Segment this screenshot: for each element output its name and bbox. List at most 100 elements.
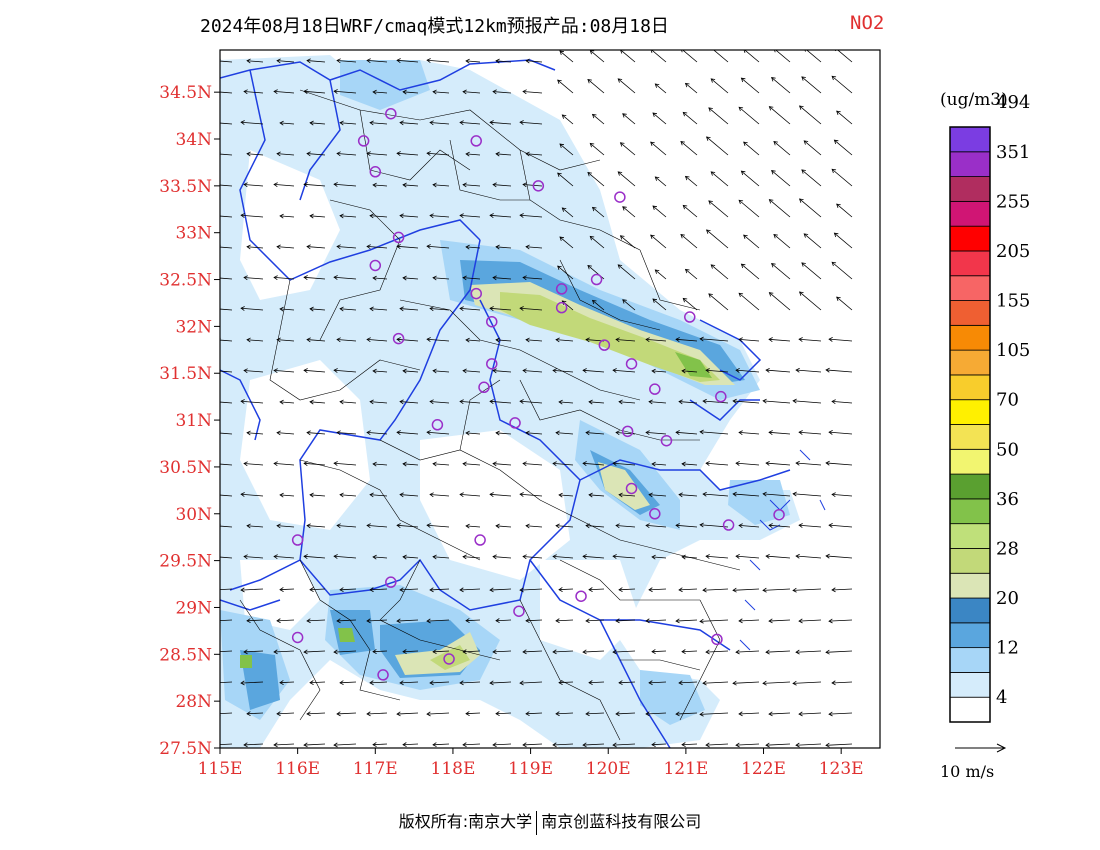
- wind-arrow-head: [309, 680, 314, 685]
- wind-arrow: [334, 462, 357, 466]
- wind-arrow-head: [738, 106, 744, 112]
- station-marker: [470, 135, 482, 147]
- wind-arrow-head: [336, 151, 341, 157]
- wind-arrow-head: [426, 151, 431, 156]
- wind-arrow: [337, 432, 357, 435]
- wind-arrow-head: [495, 337, 500, 343]
- wind-arrow: [241, 493, 264, 497]
- wind-arrow: [496, 525, 512, 528]
- wind-arrow-head: [492, 554, 497, 560]
- latitude-axis: 27.5N 28N 28.5N 29N 29.5N 30N 30.5N 31N 31.5N 32N…: [159, 83, 220, 759]
- wind-arrow-head: [519, 213, 524, 218]
- wind-arrow: [337, 339, 357, 342]
- wind-arrow: [526, 153, 543, 156]
- wind-arrow: [799, 431, 822, 435]
- wind-arrow: [334, 650, 357, 653]
- wind-arrow: [649, 494, 667, 497]
- station-marker: [392, 332, 405, 345]
- wind-arrow: [220, 432, 233, 435]
- wind-arrow-head: [525, 523, 530, 529]
- wind-arrow-head: [557, 172, 562, 178]
- wind-arrow: [433, 463, 450, 466]
- wind-arrow-head: [426, 58, 431, 63]
- wind-arrow: [556, 339, 574, 342]
- wind-arrow-head: [240, 306, 245, 311]
- wind-arrow-head: [459, 587, 464, 593]
- wind-arrow: [460, 122, 481, 125]
- wind-arrow: [403, 277, 419, 280]
- wind-arrow-head: [432, 742, 437, 748]
- wind-arrow-head: [402, 275, 407, 281]
- wind-arrow: [310, 401, 326, 404]
- wind-arrow-head: [702, 398, 707, 404]
- wind-arrow: [796, 555, 822, 559]
- wind-arrow: [685, 269, 698, 280]
- wind-arrow-head: [652, 298, 658, 303]
- wind-arrow-head: [402, 182, 407, 188]
- wind-arrow: [277, 153, 295, 156]
- wind-arrow: [279, 588, 295, 591]
- wind-arrow-head: [369, 680, 374, 686]
- wind-arrow: [616, 339, 636, 342]
- copyright-footer: 版权所有:南京大学 南京创蓝科技有限公司: [0, 808, 1100, 835]
- wind-arrow: [832, 494, 853, 497]
- wind-arrow: [700, 712, 729, 715]
- wind-arrow-head: [522, 461, 527, 467]
- wind-arrow-head: [306, 58, 311, 64]
- wind-arrow-head: [519, 306, 524, 311]
- wind-arrow-head: [771, 170, 776, 175]
- wind-arrow: [836, 203, 853, 218]
- wind-arrow-head: [743, 50, 748, 54]
- wind-arrow-head: [582, 649, 587, 655]
- wind-arrow: [613, 462, 636, 466]
- wind-arrow-head: [429, 680, 434, 686]
- wind-arrow-head: [738, 292, 744, 298]
- wind-arrow: [490, 681, 512, 684]
- wind-arrow: [703, 588, 729, 591]
- wind-arrow-head: [682, 297, 688, 303]
- wind-arrow: [466, 432, 481, 435]
- wind-arrow: [616, 619, 636, 622]
- wind-arrow-head: [738, 711, 743, 717]
- wind-arrow: [553, 556, 574, 559]
- wind-arrow: [736, 743, 760, 746]
- wind-arrow-head: [585, 337, 590, 343]
- wind-arrow-head: [273, 182, 278, 188]
- wind-arrow-head: [495, 618, 500, 623]
- wind-arrow: [466, 525, 481, 528]
- wind-arrow-head: [798, 523, 803, 528]
- wind-arrow-head: [557, 79, 562, 85]
- wind-arrow: [496, 432, 512, 435]
- wind-arrow-head: [243, 649, 248, 655]
- colorbar-label: 351: [996, 142, 1030, 163]
- wind-arrow-head: [306, 711, 311, 717]
- wind-arrow: [402, 743, 419, 746]
- wind-arrow: [676, 712, 698, 715]
- wind-arrow-head: [465, 711, 470, 716]
- wind-arrow-head: [699, 522, 704, 528]
- station-marker: [474, 534, 486, 546]
- wind-arrow: [304, 555, 326, 559]
- lat-tick-label: 30.5N: [159, 458, 212, 478]
- wind-arrow: [775, 50, 791, 63]
- wind-arrow: [617, 264, 636, 280]
- wind-arrow: [490, 307, 512, 311]
- wind-arrow: [763, 493, 791, 497]
- wind-arrow: [430, 308, 450, 311]
- wind-arrow: [738, 199, 760, 218]
- wind-arrow: [586, 525, 605, 528]
- wind-arrow: [370, 494, 388, 497]
- wind-arrow: [370, 401, 388, 404]
- wind-arrow-head: [243, 554, 248, 560]
- wind-arrow: [710, 78, 729, 94]
- wind-arrow-head: [585, 711, 590, 717]
- wind-arrow: [620, 50, 636, 63]
- wind-arrow: [700, 338, 729, 342]
- wind-arrow: [460, 494, 481, 497]
- colorbar-label: 105: [996, 340, 1030, 361]
- colorbar-swatch: [949, 424, 991, 450]
- colorbar-swatch: [949, 448, 991, 475]
- wind-arrow: [340, 494, 357, 497]
- wind-arrow-head: [651, 742, 656, 747]
